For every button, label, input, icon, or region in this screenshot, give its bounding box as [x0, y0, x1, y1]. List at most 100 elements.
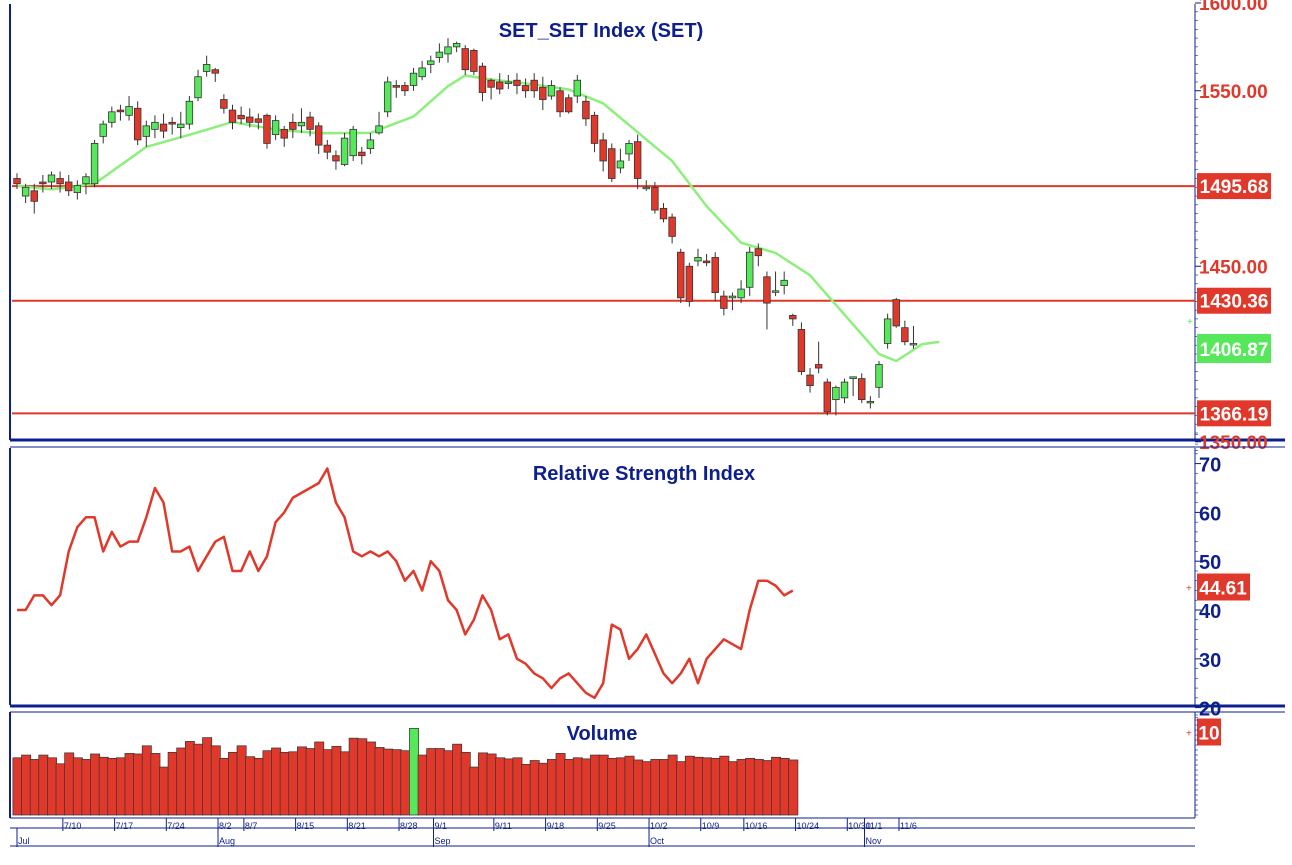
candle-body — [746, 251, 754, 288]
volume-bar — [478, 752, 488, 816]
volume-bar — [607, 757, 618, 816]
volume-bar — [141, 745, 152, 816]
price-tick-label: 1350.00 — [1199, 433, 1268, 454]
volume-bar — [383, 748, 394, 816]
volume-bar — [495, 757, 506, 816]
rsi-y-axis: 70 60 50 40 30 20 — [1195, 434, 1221, 721]
last-price-badge — [1197, 334, 1271, 363]
date-tick-label: 10/2 — [650, 821, 668, 831]
volume-tick-label: 10 — [1198, 724, 1219, 745]
candle-body — [237, 114, 245, 120]
candle-body — [228, 109, 237, 123]
volume-bar — [615, 757, 626, 816]
rsi-series — [17, 467, 794, 700]
date-tick-label: 8/7 — [245, 821, 258, 831]
candle-body — [280, 128, 288, 139]
candle-body — [56, 178, 64, 185]
candle-body — [142, 125, 150, 137]
volume-bar — [710, 757, 721, 816]
candle-body — [677, 251, 685, 299]
candle-body — [694, 257, 702, 262]
volume-bar — [90, 753, 101, 816]
candle-body — [159, 123, 168, 132]
candle-body — [642, 186, 650, 190]
month-label: Aug — [219, 836, 235, 846]
date-tick-labels: 7/10 7/17 7/24 8/2 8/7 8/15 8/21 8/28 9/1 9/11 9/1… — [16, 818, 917, 847]
candle-body — [401, 85, 409, 92]
candle-body — [314, 125, 323, 146]
volume-bar — [417, 754, 428, 816]
volume-bar — [779, 757, 790, 816]
candle-body — [539, 86, 547, 100]
volume-bar — [228, 751, 238, 816]
candle-body — [409, 72, 418, 86]
candle-body — [866, 400, 875, 404]
price-tick-label: 1450.00 — [1199, 257, 1268, 278]
volume-bar — [159, 766, 169, 816]
volume-bar — [202, 737, 213, 816]
candle-body — [202, 64, 211, 72]
candle-body — [375, 125, 383, 134]
rsi-tick-label: 30 — [1199, 650, 1221, 672]
candle-body — [220, 99, 228, 109]
volume-bar — [314, 741, 325, 816]
volume-bar — [38, 754, 49, 816]
volume-bar — [684, 755, 695, 816]
volume-bar — [641, 761, 652, 816]
candle-body — [547, 85, 556, 97]
volume-bar — [555, 753, 566, 816]
candle-body — [177, 123, 185, 129]
volume-bar — [771, 756, 782, 816]
volume-bar — [728, 761, 738, 816]
candle-body — [737, 288, 745, 299]
candle-body — [358, 151, 366, 157]
candle-body — [108, 111, 116, 123]
volume-bar — [150, 753, 161, 816]
volume-bar — [538, 762, 549, 816]
volume-panel-title: Volume — [567, 723, 638, 745]
rsi-tick-label: 60 — [1199, 503, 1221, 525]
volume-bar — [55, 763, 66, 816]
volume-bar — [133, 753, 144, 816]
candle-body — [763, 276, 771, 304]
rsi-panel: Relative Strength Index 70 60 50 40 30 20 44.… — [9, 434, 1285, 721]
candle-body — [99, 123, 107, 137]
level-label-text: 1366.19 — [1200, 404, 1269, 425]
volume-bar — [443, 750, 454, 816]
volume-bar — [598, 754, 609, 816]
volume-bar — [72, 757, 83, 816]
volume-bar — [460, 751, 471, 816]
rsi-line — [17, 467, 794, 700]
volume-bar — [297, 746, 307, 816]
volume-bar — [667, 754, 678, 816]
price-tick-label: 1600.00 — [1199, 0, 1268, 15]
date-tick-label: 11/6 — [900, 821, 917, 831]
level-label-badge — [1197, 287, 1271, 314]
volume-bar — [659, 759, 669, 816]
candle-body — [858, 378, 866, 401]
price-level-labels: 1495.68 1430.36 1366.19 1406.87 + — [1187, 173, 1271, 427]
volume-bar — [788, 759, 799, 816]
last-price-text: 1406.87 — [1200, 340, 1269, 361]
volume-bar — [409, 727, 419, 816]
rsi-tick-label: 20 — [1199, 699, 1221, 721]
candle-body — [814, 364, 823, 369]
volume-bar — [322, 749, 333, 816]
level-label-text: 1495.68 — [1200, 177, 1269, 198]
volume-bar — [745, 757, 756, 816]
candle-body — [797, 329, 806, 372]
volume-bar — [564, 759, 575, 816]
level-label-badge — [1197, 400, 1271, 427]
candle-body — [340, 137, 349, 165]
candle-body — [780, 279, 788, 286]
candle-body — [211, 69, 219, 74]
date-tick-label: 9/1 — [435, 821, 448, 831]
volume-bar — [219, 757, 230, 816]
candle-body — [418, 67, 426, 78]
candle-body — [332, 155, 340, 162]
candle-body — [513, 79, 521, 86]
candle-body — [556, 90, 564, 113]
candle-body — [711, 257, 719, 293]
